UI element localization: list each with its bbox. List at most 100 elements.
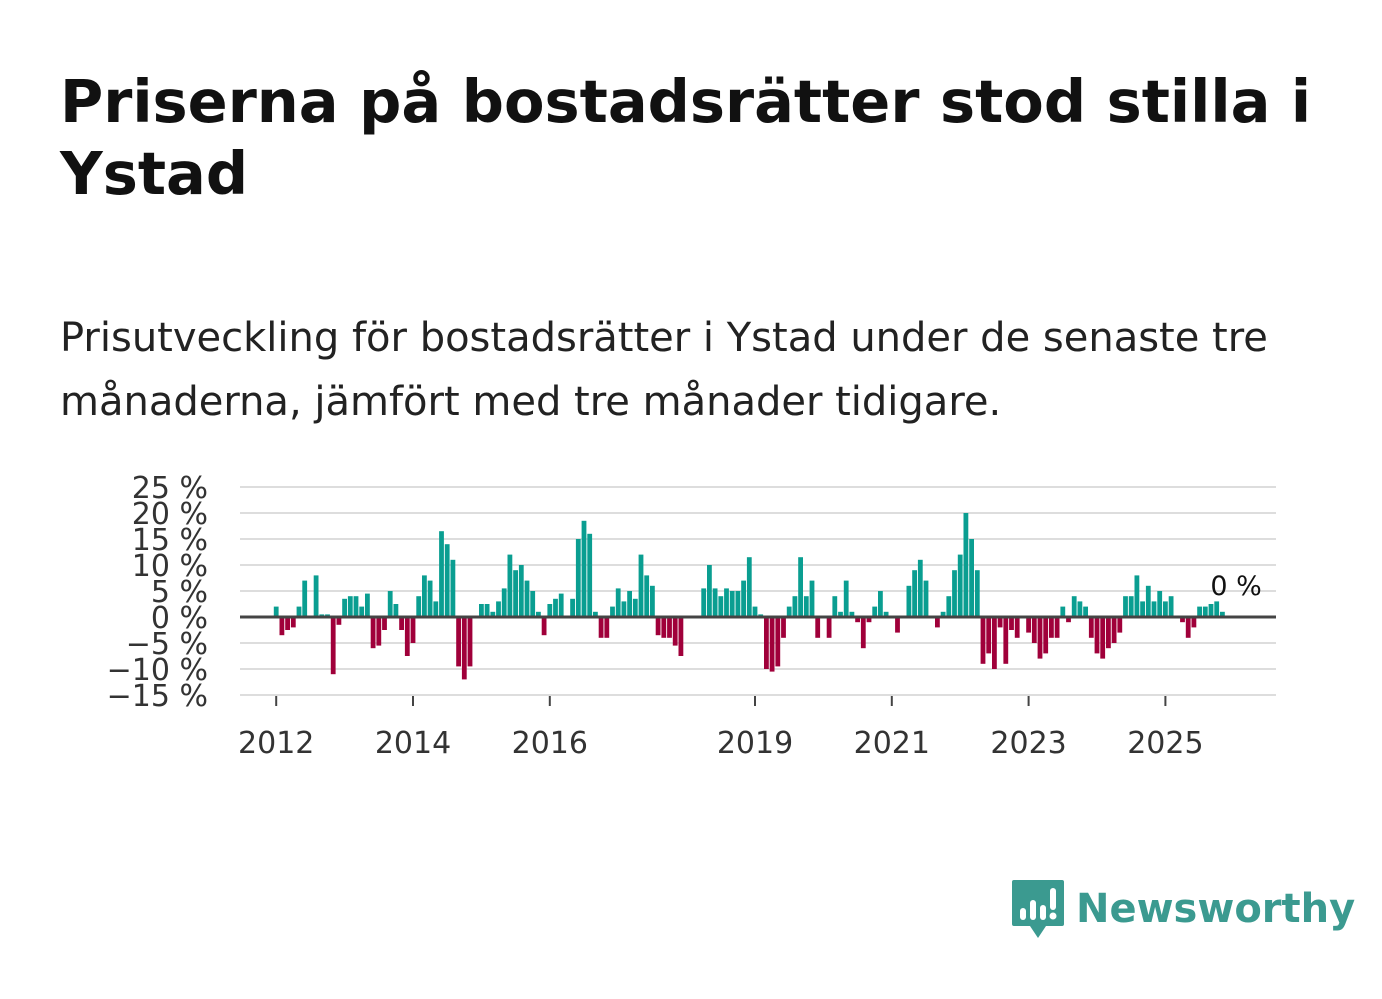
bar (752, 606, 758, 617)
bar (279, 617, 285, 636)
bar (581, 520, 587, 617)
bar (781, 617, 786, 638)
bar (769, 617, 775, 672)
bar (422, 575, 427, 617)
x-tick-label: 2012 (238, 726, 314, 761)
bar (467, 617, 473, 667)
y-tick-label: 5 % (151, 575, 208, 610)
bar (632, 598, 638, 617)
bar (433, 601, 439, 617)
newsworthy-logo: Newsworthy (1010, 878, 1355, 940)
bar (729, 591, 735, 617)
bar (815, 617, 821, 638)
bar (336, 617, 342, 625)
bar (701, 588, 707, 617)
bar (866, 617, 872, 623)
bar (855, 617, 860, 623)
bar (479, 604, 484, 617)
bar (1168, 596, 1174, 617)
bar (974, 570, 980, 617)
bar (382, 617, 387, 630)
bar (518, 565, 524, 617)
bar (1191, 617, 1197, 628)
bar (524, 580, 530, 617)
bar (946, 596, 952, 617)
bar (1111, 617, 1117, 643)
bar (997, 617, 1003, 628)
newsworthy-chart-icon (1012, 880, 1064, 938)
bar (558, 593, 564, 617)
bar (1060, 606, 1066, 617)
bar (456, 617, 461, 667)
y-tick-label: −15 % (107, 679, 208, 714)
bar (1014, 617, 1020, 638)
bar (1157, 591, 1163, 617)
y-tick-label: 15 % (132, 523, 208, 558)
bar (832, 596, 838, 617)
bar (1071, 596, 1077, 617)
bar (290, 617, 296, 628)
bar (604, 617, 610, 638)
bar (712, 588, 718, 617)
x-tick-label: 2021 (854, 726, 930, 761)
x-tick-label: 2014 (375, 726, 451, 761)
bar (461, 617, 467, 680)
bar (644, 575, 650, 617)
bar (878, 591, 883, 617)
bar (1026, 617, 1031, 633)
x-tick-label: 2023 (990, 726, 1066, 761)
bar (370, 617, 376, 649)
bar (1106, 617, 1111, 649)
bar (496, 601, 501, 617)
bar (843, 580, 849, 617)
y-axis: 25 %20 %15 %10 %5 %0 % −10 %−15 % −5 % (107, 471, 208, 714)
bar (353, 596, 359, 617)
bar (621, 601, 627, 617)
bar (490, 611, 496, 617)
bar (935, 617, 940, 628)
bar (798, 557, 803, 617)
y-tick-label: 20 % (132, 497, 208, 532)
bar (735, 591, 741, 617)
bar (302, 580, 308, 617)
bar (764, 617, 769, 669)
bar (672, 617, 678, 646)
bar (860, 617, 866, 649)
bar (427, 580, 433, 617)
y-tick-label: −10 % (107, 653, 208, 688)
bar (849, 611, 855, 617)
bar (1083, 606, 1088, 617)
bar (667, 617, 672, 638)
bar (444, 544, 450, 617)
bar (484, 604, 490, 617)
bar (963, 513, 969, 617)
bar (330, 617, 336, 675)
bar (1220, 611, 1225, 617)
bar (587, 533, 593, 617)
bar (1197, 606, 1202, 617)
bar (1140, 601, 1145, 617)
bar (1054, 617, 1060, 638)
brand-name: Newsworthy (1076, 886, 1356, 932)
x-axis: 2012 2014 2016 2019 2021 2023 2025 (238, 696, 1204, 761)
bar (1009, 617, 1014, 630)
bar (347, 596, 353, 617)
bar (746, 557, 752, 617)
bar (598, 617, 604, 638)
bar (530, 591, 536, 617)
bar (273, 606, 279, 617)
bar (501, 588, 507, 617)
bar (1043, 617, 1049, 654)
bar (809, 580, 815, 617)
y-tick-label: 10 % (132, 549, 208, 584)
y-tick-label: 0 % (151, 601, 208, 636)
bar (803, 596, 809, 617)
bar (1100, 617, 1106, 659)
gridlines (240, 486, 1276, 696)
bar (507, 554, 513, 617)
bar (627, 591, 632, 617)
bar (593, 611, 598, 617)
bar (872, 606, 878, 617)
bar (923, 580, 929, 617)
bar (285, 617, 290, 630)
